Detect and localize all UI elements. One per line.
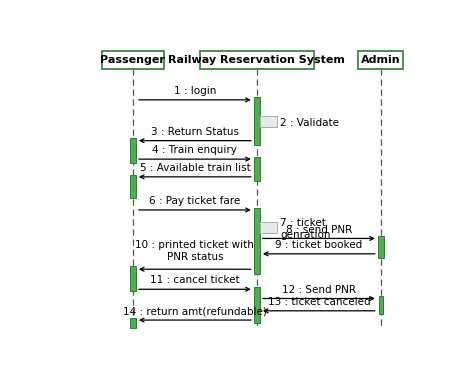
Text: 2 : Validate: 2 : Validate xyxy=(280,118,339,128)
Text: 14 : return amt(refundable): 14 : return amt(refundable) xyxy=(123,306,267,316)
Text: 10 : printed ticket with
PNR status: 10 : printed ticket with PNR status xyxy=(136,240,255,262)
Bar xyxy=(378,236,384,258)
Text: 11 : cancel ticket: 11 : cancel ticket xyxy=(150,275,240,285)
Text: 4 : Train enquiry: 4 : Train enquiry xyxy=(153,145,237,155)
Bar xyxy=(260,222,277,233)
Text: 12 : Send PNR: 12 : Send PNR xyxy=(282,285,356,295)
Bar xyxy=(254,157,260,181)
Text: 8 : send PNR: 8 : send PNR xyxy=(286,225,352,235)
Text: 5 : Available train list: 5 : Available train list xyxy=(139,163,250,173)
Bar xyxy=(379,296,383,314)
Text: 13 : ticket canceled: 13 : ticket canceled xyxy=(267,297,370,307)
Bar xyxy=(102,51,164,69)
Text: 9 : ticket booked: 9 : ticket booked xyxy=(275,240,363,250)
Bar xyxy=(130,266,136,291)
Text: Passenger: Passenger xyxy=(100,55,165,65)
Text: Railway Reservation System: Railway Reservation System xyxy=(168,55,346,65)
Bar xyxy=(260,116,277,127)
Bar xyxy=(254,208,260,274)
Bar xyxy=(254,97,260,145)
Text: 7 : ticket
genration: 7 : ticket genration xyxy=(280,218,331,240)
Bar xyxy=(358,51,403,69)
Text: 3 : Return Status: 3 : Return Status xyxy=(151,127,239,137)
Bar xyxy=(130,318,136,328)
Bar xyxy=(130,175,136,198)
Bar xyxy=(254,287,260,323)
Text: Admin: Admin xyxy=(361,55,401,65)
Text: 1 : login: 1 : login xyxy=(173,86,216,96)
Bar xyxy=(200,51,314,69)
Text: 6 : Pay ticket fare: 6 : Pay ticket fare xyxy=(149,196,240,206)
Bar xyxy=(130,138,136,163)
